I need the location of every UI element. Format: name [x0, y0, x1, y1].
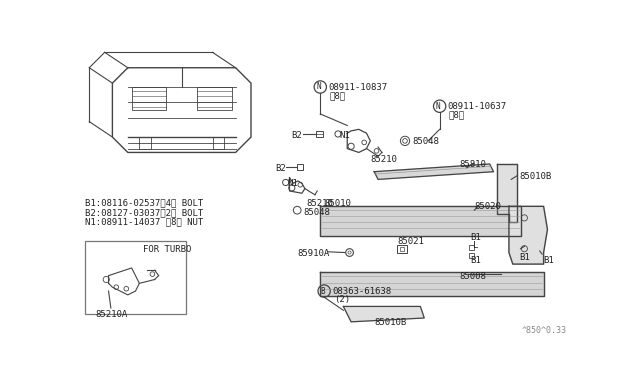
- Text: 〈8〉: 〈8〉: [330, 91, 346, 100]
- Text: B2: B2: [291, 131, 302, 140]
- Text: 85010B: 85010B: [374, 318, 406, 327]
- Text: 85810: 85810: [459, 160, 486, 169]
- Text: FOR TURBO: FOR TURBO: [143, 245, 191, 254]
- Text: 85210: 85210: [371, 155, 397, 164]
- Text: B1: B1: [519, 253, 530, 262]
- Bar: [469, 253, 474, 258]
- Text: 85910A: 85910A: [297, 250, 330, 259]
- Text: 85210: 85210: [307, 199, 333, 208]
- Text: B1: B1: [470, 233, 481, 242]
- Text: 08911-10837: 08911-10837: [328, 83, 387, 92]
- Polygon shape: [320, 206, 520, 235]
- Text: N1: N1: [287, 179, 298, 188]
- Text: N1:08911-14037 〈8〉 NUT: N1:08911-14037 〈8〉 NUT: [86, 217, 204, 226]
- Bar: [397, 245, 406, 253]
- Text: 85008: 85008: [459, 272, 486, 281]
- Bar: [140, 137, 151, 148]
- Text: N: N: [316, 83, 321, 92]
- Polygon shape: [374, 164, 493, 179]
- Text: 85010B: 85010B: [519, 172, 551, 181]
- Text: B2:08127-03037〈2〉 BOLT: B2:08127-03037〈2〉 BOLT: [86, 208, 204, 217]
- Bar: [469, 245, 474, 250]
- Text: B: B: [320, 286, 325, 295]
- Bar: [197, 87, 232, 110]
- Text: B2: B2: [276, 164, 286, 173]
- Text: 85048: 85048: [303, 208, 330, 217]
- Text: ^850^0.33: ^850^0.33: [522, 326, 566, 335]
- Text: 〈8〉: 〈8〉: [449, 110, 465, 119]
- Bar: [399, 247, 404, 251]
- Bar: [132, 87, 166, 110]
- Text: 85010: 85010: [324, 199, 351, 208]
- Text: B1: B1: [543, 256, 554, 265]
- Polygon shape: [509, 206, 547, 264]
- Polygon shape: [320, 272, 543, 296]
- Polygon shape: [344, 307, 424, 322]
- Bar: [212, 137, 224, 148]
- Text: 85048: 85048: [413, 137, 440, 146]
- Text: 08911-10637: 08911-10637: [447, 102, 506, 111]
- Text: L: L: [473, 241, 478, 250]
- Bar: [86, 241, 186, 314]
- Polygon shape: [497, 164, 516, 222]
- Text: B1:08116-02537〈4〉 BOLT: B1:08116-02537〈4〉 BOLT: [86, 199, 204, 208]
- Text: B1: B1: [470, 256, 481, 265]
- Text: (2): (2): [334, 295, 350, 304]
- Text: 85020: 85020: [474, 202, 501, 212]
- Text: N: N: [436, 102, 440, 111]
- Bar: [297, 164, 303, 170]
- Text: 85021: 85021: [397, 237, 424, 246]
- Bar: [316, 131, 323, 137]
- Text: 08363-61638: 08363-61638: [333, 287, 392, 296]
- Text: N1: N1: [340, 131, 350, 140]
- Text: 85210A: 85210A: [95, 310, 128, 319]
